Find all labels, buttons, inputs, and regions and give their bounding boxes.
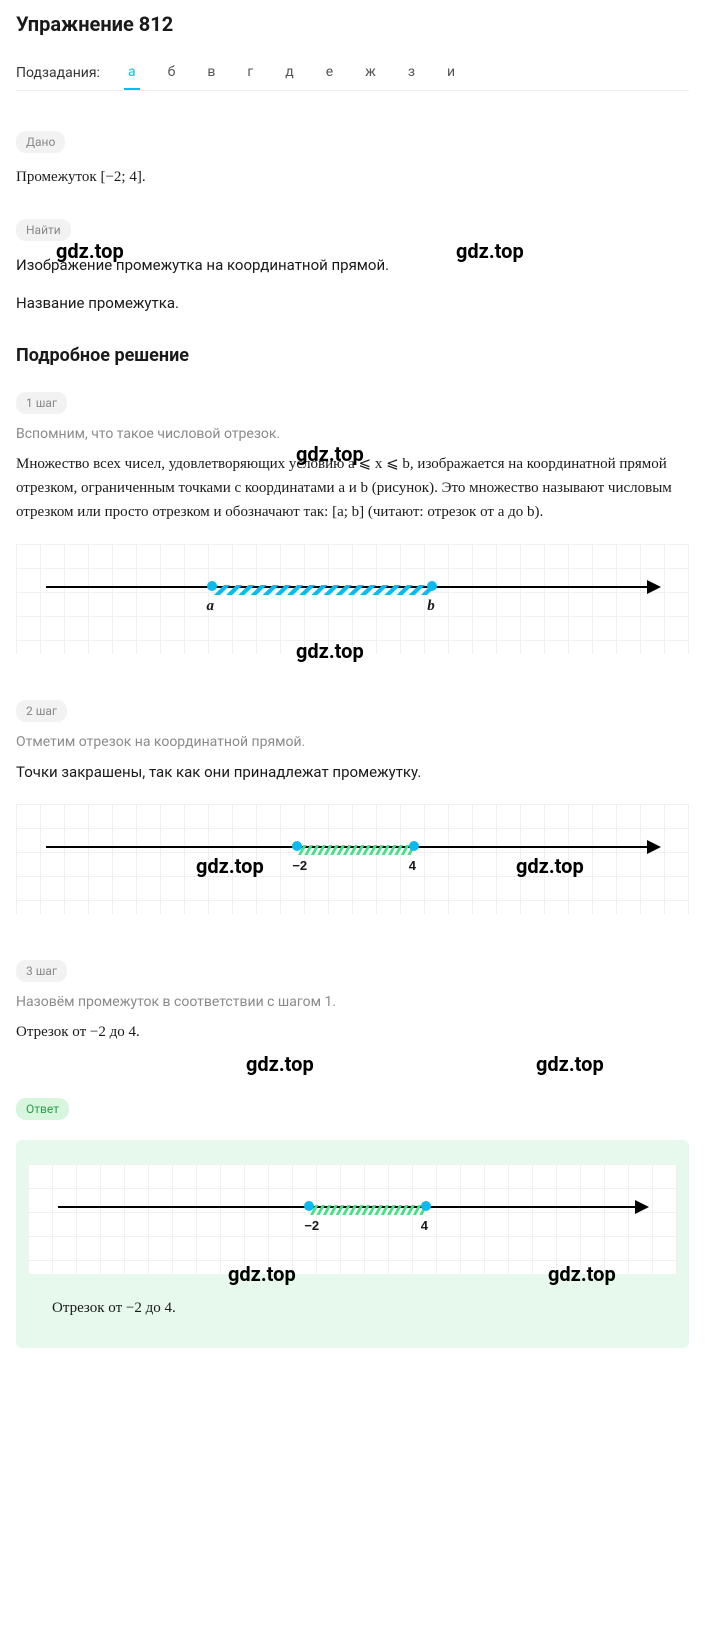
interval-segment xyxy=(297,840,413,850)
find-line2: Название промежутка. xyxy=(16,291,689,315)
interval-segment xyxy=(212,580,433,590)
given-text: Промежуток [−2; 4]. xyxy=(16,165,689,189)
diagram-1: a b gdz.top xyxy=(16,544,689,654)
watermark: gdz.top xyxy=(246,1052,314,1076)
diagram-2: −2 4 gdz.top gdz.top xyxy=(16,804,689,914)
diagram-3: −2 4 gdz.top gdz.top xyxy=(28,1164,677,1274)
given-badge: Дано xyxy=(16,131,65,153)
subtask-tab-d[interactable]: д xyxy=(281,56,297,90)
subtask-tab-z[interactable]: з xyxy=(404,56,419,90)
step3-body: Отрезок от −2 до 4. xyxy=(16,1020,689,1044)
interval-segment xyxy=(309,1200,425,1210)
subtask-tab-b[interactable]: б xyxy=(164,56,180,90)
subtask-tab-v[interactable]: в xyxy=(203,56,219,90)
answer-box: −2 4 gdz.top gdz.top Отрезок от −2 до 4. xyxy=(16,1140,689,1348)
step2-intro: Отметим отрезок на координатной прямой. xyxy=(16,734,689,750)
step1-intro: Вспомним, что такое числовой отрезок. xyxy=(16,426,689,442)
solution-title: Подробное решение xyxy=(16,345,689,366)
watermark: gdz.top xyxy=(456,239,524,263)
step2-body: Точки закрашены, так как они принадлежат… xyxy=(16,760,689,784)
subtask-tab-i[interactable]: и xyxy=(443,56,459,90)
find-line1: Изображение промежутка на координатной п… xyxy=(16,256,389,274)
label-a: a xyxy=(207,598,215,615)
point-right xyxy=(409,841,419,851)
label-left: −2 xyxy=(304,1218,319,1233)
label-left: −2 xyxy=(292,858,307,873)
step3-badge: 3 шаг xyxy=(16,960,67,982)
subtask-tab-g[interactable]: г xyxy=(243,56,257,90)
answer-badge: Ответ xyxy=(16,1098,69,1120)
subtasks-row: Подзадания: а б в г д е ж з и xyxy=(16,56,689,91)
label-right: 4 xyxy=(409,858,416,873)
step2-badge: 2 шаг xyxy=(16,700,67,722)
step1-body: Множество всех чисел, удовлетворяющих ус… xyxy=(16,452,689,524)
watermark: gdz.top xyxy=(536,1052,604,1076)
point-b xyxy=(427,581,437,591)
find-badge: Найти xyxy=(16,219,71,241)
page-title: Упражнение 812 xyxy=(16,12,689,36)
subtask-tab-zh[interactable]: ж xyxy=(361,56,380,90)
subtask-tab-a[interactable]: а xyxy=(124,56,140,90)
label-right: 4 xyxy=(421,1218,428,1233)
subtasks-label: Подзадания: xyxy=(16,65,100,81)
point-right xyxy=(421,1201,431,1211)
subtask-tab-e[interactable]: е xyxy=(322,56,337,90)
answer-text: Отрезок от −2 до 4. xyxy=(52,1296,677,1320)
step1-badge: 1 шаг xyxy=(16,392,67,414)
point-a xyxy=(207,581,217,591)
label-b: b xyxy=(427,598,435,615)
step3-intro: Назовём промежуток в соответствии с шаго… xyxy=(16,994,689,1010)
